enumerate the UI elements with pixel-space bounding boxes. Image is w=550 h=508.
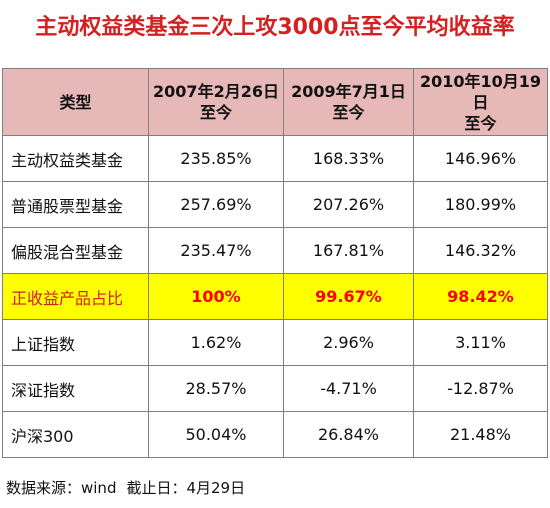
cutoff-date-text: 截止日：4月29日 xyxy=(126,479,246,497)
cell-value: -12.87% xyxy=(413,365,548,412)
cell-value: 146.32% xyxy=(413,227,548,274)
header-period-2009-suffix: 至今 xyxy=(332,103,365,122)
row-label: 深证指数 xyxy=(2,365,149,412)
table-header-row: 类型 2007年2月26日 至今 2009年7月1日 至今 2010年10月19… xyxy=(2,68,548,136)
row-label: 上证指数 xyxy=(2,319,149,366)
cell-value: 50.04% xyxy=(148,411,284,458)
cell-value: 100% xyxy=(148,273,284,320)
table-row: 深证指数 28.57% -4.71% -12.87% xyxy=(2,365,548,412)
cell-value: -4.71% xyxy=(283,365,414,412)
table-row: 沪深300 50.04% 26.84% 21.48% xyxy=(2,411,548,458)
cell-value: 21.48% xyxy=(413,411,548,458)
row-label: 偏股混合型基金 xyxy=(2,227,149,274)
cell-value: 1.62% xyxy=(148,319,284,366)
page-title: 主动权益类基金三次上攻3000点至今平均收益率 xyxy=(35,15,515,40)
cell-value: 3.11% xyxy=(413,319,548,366)
table-row: 主动权益类基金 235.85% 168.33% 146.96% xyxy=(2,135,548,182)
header-period-2009-date: 2009年7月1日 xyxy=(291,82,406,101)
table-row: 普通股票型基金 257.69% 207.26% 180.99% xyxy=(2,181,548,228)
cell-value: 99.67% xyxy=(283,273,414,320)
header-type: 类型 xyxy=(2,68,149,136)
header-period-2010-suffix: 至今 xyxy=(464,113,497,133)
cell-value: 2.96% xyxy=(283,319,414,366)
cell-value: 26.84% xyxy=(283,411,414,458)
header-period-2007-date: 2007年2月26日 xyxy=(153,82,279,101)
returns-table: 类型 2007年2月26日 至今 2009年7月1日 至今 2010年10月19… xyxy=(2,68,548,458)
cell-value: 146.96% xyxy=(413,135,548,182)
cell-value: 168.33% xyxy=(283,135,414,182)
table-row: 上证指数 1.62% 2.96% 3.11% xyxy=(2,319,548,366)
cell-value: 28.57% xyxy=(148,365,284,412)
table-row: 偏股混合型基金 235.47% 167.81% 146.32% xyxy=(2,227,548,274)
cell-value: 257.69% xyxy=(148,181,284,228)
header-period-2010: 2010年10月19日 至今 xyxy=(413,68,548,136)
cell-value: 235.85% xyxy=(148,135,284,182)
cell-value: 207.26% xyxy=(283,181,414,228)
cell-value: 167.81% xyxy=(283,227,414,274)
row-label: 沪深300 xyxy=(2,411,149,458)
header-period-2009: 2009年7月1日 至今 xyxy=(283,68,414,136)
row-label: 普通股票型基金 xyxy=(2,181,149,228)
header-period-2010-date: 2010年10月19日 xyxy=(419,71,542,112)
row-label: 主动权益类基金 xyxy=(2,135,149,182)
cell-value: 98.42% xyxy=(413,273,548,320)
source-note: 数据来源：wind 截止日：4月29日 xyxy=(6,478,245,498)
table-row-highlighted: 正收益产品占比 100% 99.67% 98.42% xyxy=(2,273,548,320)
header-period-2007-suffix: 至今 xyxy=(199,103,232,122)
row-label: 正收益产品占比 xyxy=(2,273,149,320)
cell-value: 235.47% xyxy=(148,227,284,274)
header-type-label: 类型 xyxy=(59,92,92,112)
data-source-text: 数据来源：wind xyxy=(6,479,117,497)
header-period-2007: 2007年2月26日 至今 xyxy=(148,68,284,136)
cell-value: 180.99% xyxy=(413,181,548,228)
